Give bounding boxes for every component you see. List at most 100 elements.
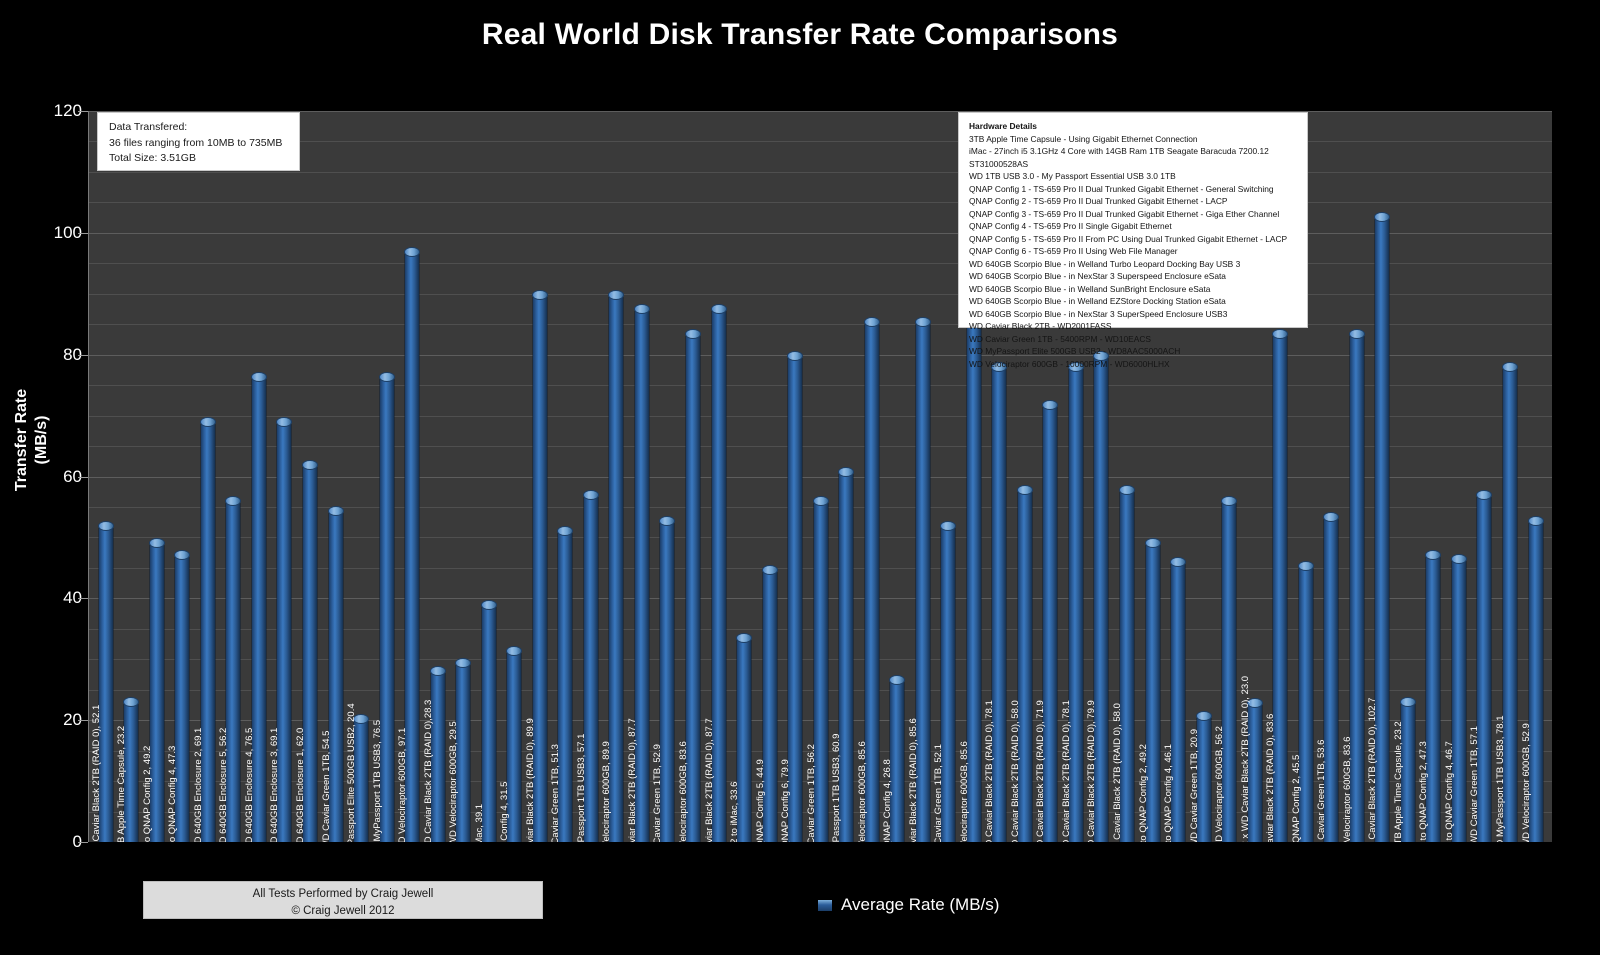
bar-slot: WD Caviar Black 2TB to WD Velociraptor 6… [397, 111, 425, 842]
bar-slot: WD Velociraptor 600GB to 3TB Apple Time … [1393, 111, 1421, 842]
bar[interactable] [608, 290, 625, 842]
bar[interactable] [1016, 484, 1033, 842]
bar[interactable] [531, 290, 548, 842]
bar[interactable] [812, 495, 829, 842]
bar[interactable] [1297, 560, 1314, 842]
bar[interactable] [1221, 495, 1238, 842]
y-axis-tick-label: 20 [63, 710, 82, 730]
hardware-details-list: 3TB Apple Time Capsule - Using Gigabit E… [969, 133, 1301, 371]
y-axis-tick-mark [78, 842, 88, 843]
bar[interactable] [455, 658, 472, 842]
hardware-details-item: QNAP Config 1 - TS-659 Pro II Dual Trunk… [969, 183, 1274, 194]
bar[interactable] [353, 713, 370, 842]
bar[interactable] [914, 316, 931, 842]
bar[interactable] [965, 316, 982, 842]
bar[interactable] [889, 674, 906, 842]
hardware-details-item: WD Caviar Green 1TB - 5400RPM - WD10EACS [969, 333, 1151, 344]
bar[interactable] [1501, 362, 1518, 842]
bar-slot: WD 640GB Enclosure 3 to 2 x WD Caviar Bl… [1061, 111, 1089, 842]
bar[interactable] [633, 303, 650, 842]
bar[interactable] [1093, 351, 1110, 842]
bar[interactable] [684, 328, 701, 842]
gridline [89, 202, 1552, 204]
y-axis-tick-mark [78, 354, 88, 356]
hardware-details-box: Hardware Details 3TB Apple Time Capsule … [958, 112, 1308, 369]
bar[interactable] [582, 490, 599, 842]
bar[interactable] [710, 303, 727, 842]
bar[interactable] [1323, 511, 1340, 842]
hardware-details-item: WD Caviar Black 2TB - WD2001FASS [969, 321, 1112, 332]
bar[interactable] [1348, 328, 1365, 842]
bar[interactable] [480, 599, 497, 842]
bar-slot: QNAP Config 1 to WD Velociraptor 600GB, … [601, 111, 630, 842]
bar[interactable] [404, 246, 421, 842]
bar[interactable] [1399, 696, 1416, 842]
bar-slot: WD Caviar Black 2TB to WD Caviar Green 1… [320, 111, 349, 842]
gridline [89, 324, 1552, 326]
bar[interactable] [1246, 697, 1263, 842]
bar[interactable] [863, 316, 880, 842]
gridline [89, 415, 1552, 417]
bar[interactable] [838, 467, 855, 842]
bar[interactable] [1144, 538, 1161, 842]
bar[interactable] [1042, 400, 1059, 842]
gridline [89, 446, 1552, 448]
bar[interactable] [225, 495, 242, 842]
note-line: Total Size: 3.51GB [109, 152, 196, 165]
y-axis-tick-mark [78, 232, 88, 234]
y-axis-tick-label: 0 [22, 832, 82, 852]
note-line: Data Transfered: [109, 121, 188, 133]
bar[interactable] [736, 633, 753, 842]
bar[interactable] [1170, 557, 1187, 842]
bar[interactable] [1374, 212, 1391, 842]
bar[interactable] [250, 372, 267, 842]
hardware-details-item: WD 1TB USB 3.0 - My Passport Essential U… [969, 171, 1176, 182]
bar-slot: QNAP Config 3 to 2 x WD Caviar Black 2TB… [627, 111, 655, 842]
bar-slot: QNAP Config 4 to 2 x WD Caviar Black 2TB… [908, 111, 936, 842]
bar-slot: 3TB Apple Time Capsule to WD Velocirapto… [448, 111, 476, 842]
bar[interactable] [276, 417, 293, 842]
bar[interactable] [940, 520, 957, 842]
bar[interactable] [1067, 362, 1084, 842]
bar[interactable] [378, 372, 395, 842]
bar-slot: WD Velociraptor 600GB to WD Caviar Green… [1469, 111, 1498, 842]
bar[interactable] [199, 417, 216, 842]
hardware-details-item: WD Velociraptor 600GB - 10000RPM - WD600… [969, 358, 1170, 369]
gridline [89, 385, 1552, 387]
bar-slot: WD 640GB Enclosure 5 to 2 x WD Caviar Bl… [1010, 111, 1038, 842]
hardware-details-item: QNAP Config 2 - TS-659 Pro II Dual Trunk… [969, 196, 1228, 207]
bar[interactable] [429, 665, 446, 842]
chart-legend: Average Rate (MB/s) [818, 895, 999, 915]
bar[interactable] [1272, 328, 1289, 842]
y-axis-title: Transfer Rate (MB/s) [13, 388, 50, 492]
bar[interactable] [123, 696, 140, 842]
bar[interactable] [174, 549, 191, 842]
bar[interactable] [148, 538, 165, 842]
plot-area: WD Caviar Black 2TB to 2 x WD Caviar Bla… [88, 111, 1552, 842]
bar[interactable] [1450, 553, 1467, 842]
bar[interactable] [97, 520, 114, 842]
bar[interactable] [761, 564, 778, 842]
bar[interactable] [787, 351, 804, 842]
bar[interactable] [302, 460, 319, 842]
bar[interactable] [991, 362, 1008, 842]
bar-slot: QNAP Config 3 to WD Velociraptor 600GB, … [678, 111, 706, 842]
bar[interactable] [659, 515, 676, 842]
bar[interactable] [327, 506, 344, 842]
bar-slot: WD Caviar Green 1TB to WD Velociraptor 6… [1214, 111, 1242, 842]
y-axis-tick-label: 120 [53, 101, 82, 120]
bar-slot: WD 1TB USB 3.0 to 2 x WD Caviar Black 2T… [1265, 111, 1293, 842]
bar[interactable] [1476, 490, 1493, 842]
bar[interactable] [506, 646, 523, 842]
bar-slot: WD Caviar Black 2TB to WD 640GB Enclosur… [269, 111, 298, 842]
bar-slot: QNAP Config 2 to WD Caviar Green 1TB, 56… [805, 111, 834, 842]
bar[interactable] [1425, 549, 1442, 842]
hardware-details-item: WD 640GB Scorpio Blue - in NexStar 3 Sup… [969, 271, 1226, 282]
bar[interactable] [557, 525, 574, 842]
bar[interactable] [1119, 484, 1136, 842]
bar-slot: QNAP Config 5 to QNAP Config 4, 26.8 [882, 111, 910, 842]
bar-slot: QNAP Config 2 to iMac, 33.6 [729, 111, 757, 842]
bar[interactable] [1527, 515, 1544, 842]
bar[interactable] [1195, 710, 1212, 842]
